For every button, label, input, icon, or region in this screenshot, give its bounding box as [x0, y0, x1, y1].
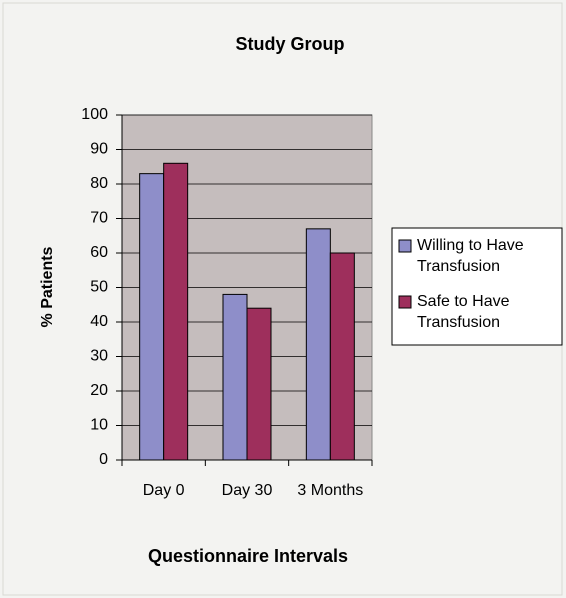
- bar: [305, 228, 331, 461]
- x-tick-label: 3 Months: [297, 482, 364, 499]
- legend: [391, 227, 563, 346]
- y-tick-label: 20: [90, 382, 108, 399]
- y-tick-label: 30: [90, 348, 108, 365]
- bar: [163, 162, 189, 461]
- legend-label: Safe to Have Transfusion: [417, 293, 510, 331]
- y-tick-label: 80: [90, 175, 108, 192]
- legend-swatch: [398, 295, 412, 309]
- x-tick-label: Day 0: [142, 482, 185, 499]
- y-tick-label: 40: [90, 313, 108, 330]
- y-tick-label: 50: [90, 279, 108, 296]
- x-tick-label: Day 30: [221, 482, 273, 499]
- y-tick-label: 100: [81, 106, 108, 123]
- legend-label: Willing to Have Transfusion: [417, 237, 524, 275]
- y-tick-label: 60: [90, 244, 108, 261]
- legend-swatch: [398, 239, 412, 253]
- bar: [222, 293, 248, 461]
- chart-title: Study Group: [236, 34, 345, 54]
- y-axis-label: % Patients: [39, 246, 56, 327]
- x-axis-label: Questionnaire Intervals: [148, 546, 348, 566]
- y-tick-label: 90: [90, 141, 108, 158]
- bar: [246, 307, 272, 461]
- y-tick-label: 70: [90, 210, 108, 227]
- bar: [139, 173, 165, 461]
- y-tick-label: 0: [99, 451, 108, 468]
- bar: [329, 252, 355, 461]
- y-tick-label: 10: [90, 417, 108, 434]
